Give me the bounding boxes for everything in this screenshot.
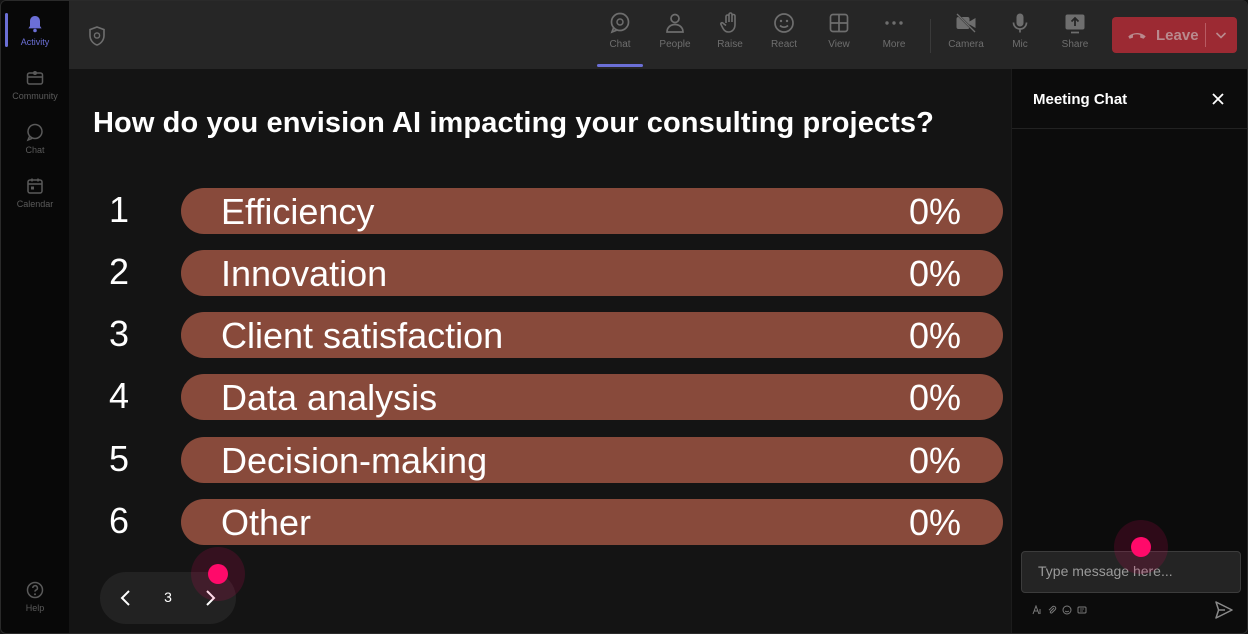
bell-icon (25, 14, 45, 34)
poll-option-percent: 0% (908, 502, 961, 543)
grid-icon (827, 11, 851, 35)
rail-item-label: Activity (20, 36, 50, 47)
chat-title: Meeting Chat (1033, 91, 1128, 108)
rail-item-community[interactable]: Community (1, 59, 69, 109)
mic-icon (1008, 11, 1032, 35)
poll-option-number: 5 (109, 438, 130, 479)
chat-icon (608, 11, 632, 35)
rail-item-chat[interactable]: Chat (1, 113, 69, 163)
format-icon[interactable] (1032, 602, 1042, 615)
community-icon (25, 68, 45, 88)
toolbar-button-label: View (828, 39, 850, 50)
toolbar-camera-button[interactable]: Camera (941, 11, 991, 61)
raise-hand-icon (718, 11, 742, 35)
close-icon[interactable] (1210, 91, 1226, 107)
click-indicator (1114, 520, 1168, 574)
poll-option-number: 1 (109, 189, 130, 230)
toolbar-more-button[interactable]: More (869, 11, 919, 61)
rail-item-label: Calendar (16, 198, 54, 209)
camera-off-icon (954, 11, 978, 35)
leave-divider (1205, 23, 1206, 47)
chat-header: Meeting Chat (1012, 69, 1247, 129)
smiley-icon (772, 11, 796, 35)
poll-option-percent: 0% (908, 440, 961, 481)
toolbar-mic-button[interactable]: Mic (995, 11, 1045, 61)
poll-option-number: 2 (109, 251, 130, 292)
poll-option-percent: 0% (908, 253, 961, 294)
rail-item-help[interactable]: Help (1, 571, 69, 621)
poll-option-percent: 0% (908, 191, 961, 232)
poll-option-label: Other (221, 502, 312, 543)
toolbar-button-label: React (770, 39, 798, 50)
chevron-right-icon[interactable] (198, 586, 222, 610)
toolbar-chat-button[interactable]: Chat (595, 11, 645, 67)
poll-option-bar: Innovation 0% (181, 250, 1003, 296)
poll-option-label: Innovation (221, 253, 388, 294)
rail-item-label: Help (25, 602, 45, 613)
poll-option-label: Client satisfaction (221, 315, 504, 356)
poll-question: How do you envision AI impacting your co… (93, 107, 934, 139)
people-icon (663, 11, 687, 35)
poll-option-bar: Other 0% (181, 499, 1003, 545)
toolbar-button-label: More (882, 39, 906, 50)
toolbar-button-label: Mic (1012, 39, 1028, 50)
rail-item-label: Community (12, 90, 58, 101)
presentation-stage: How do you envision AI impacting your co… (69, 69, 1011, 633)
toolbar-share-button[interactable]: Share (1050, 11, 1100, 61)
poll-option-bar: Efficiency 0% (181, 188, 1003, 234)
chat-message-input[interactable]: Type message here... (1021, 551, 1241, 593)
poll-option-label: Efficiency (221, 191, 375, 232)
poll-option-percent: 0% (908, 315, 961, 356)
poll-option-label: Data analysis (221, 377, 438, 418)
toolbar-button-label: Camera (948, 39, 984, 50)
poll-option-bar: Client satisfaction 0% (181, 312, 1003, 358)
rail-item-label: Chat (25, 144, 45, 155)
click-indicator (191, 547, 245, 601)
toolbar-raise-button[interactable]: Raise (705, 11, 755, 61)
send-icon[interactable] (1213, 599, 1235, 621)
meeting-chat-panel: Meeting Chat Type message here... (1011, 69, 1247, 633)
toolbar-button-label: People (659, 39, 691, 50)
toolbar-divider (930, 19, 931, 53)
poll-option-percent: 0% (908, 377, 961, 418)
more-icon (882, 11, 906, 35)
phone-hangup-icon (1128, 32, 1146, 39)
leave-button-label: Leave (1156, 26, 1199, 44)
poll-option-label: Decision-making (221, 440, 488, 481)
toolbar-button-label: Share (1061, 39, 1089, 50)
poll-option-bar: Decision-making 0% (181, 437, 1003, 483)
chat-formatting-tools (1032, 602, 1087, 616)
toolbar-react-button[interactable]: React (759, 11, 809, 61)
gif-icon[interactable] (1077, 602, 1087, 614)
help-icon (25, 580, 45, 600)
share-icon (1063, 11, 1087, 35)
toolbar-people-button[interactable]: People (650, 11, 700, 61)
meeting-toolbar: Chat People Raise React View More Camera (69, 1, 1247, 69)
attach-icon[interactable] (1047, 602, 1057, 614)
chevron-down-icon[interactable] (1213, 27, 1229, 43)
poll-option-bar: Data analysis 0% (181, 374, 1003, 420)
rail-item-activity[interactable]: Activity (1, 5, 69, 55)
leave-button[interactable]: Leave (1112, 17, 1237, 53)
toolbar-button-label: Raise (717, 39, 743, 50)
left-rail: Activity Community Chat Calendar Help (1, 1, 69, 633)
toolbar-button-label: Chat (609, 39, 631, 50)
poll-option-number: 3 (109, 313, 130, 354)
toolbar-view-button[interactable]: View (814, 11, 864, 61)
poll-option-number: 6 (109, 500, 130, 541)
chevron-left-icon[interactable] (114, 586, 138, 610)
rail-item-calendar[interactable]: Calendar (1, 167, 69, 217)
shield-icon[interactable] (87, 25, 107, 47)
chat-icon (25, 122, 45, 142)
poll-option-number: 4 (109, 375, 130, 416)
emoji-icon[interactable] (1062, 602, 1072, 615)
page-number: 3 (164, 589, 172, 605)
calendar-icon (25, 176, 45, 196)
